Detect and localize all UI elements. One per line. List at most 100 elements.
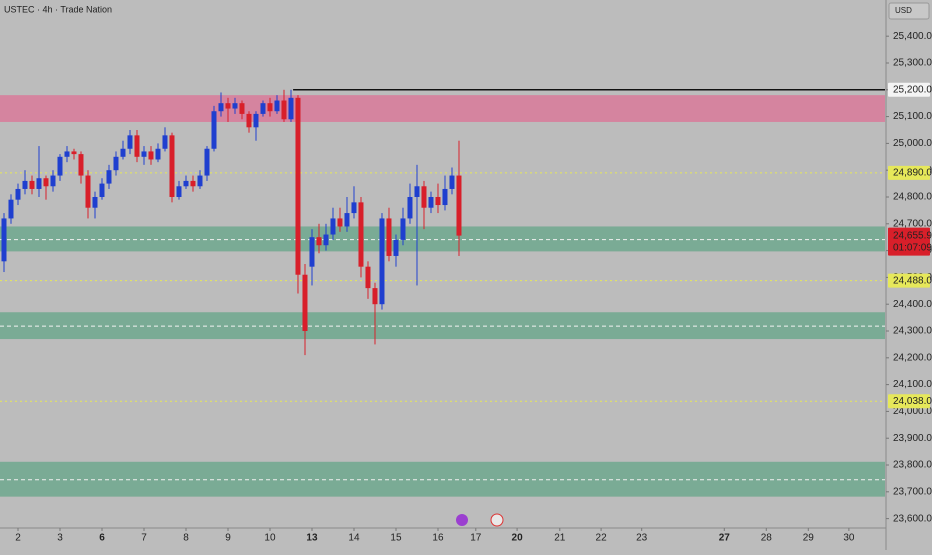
- event-icon[interactable]: [456, 514, 468, 526]
- candle-body: [71, 151, 77, 155]
- candle-body: [323, 234, 329, 246]
- candle-body: [85, 175, 91, 208]
- y-tick-label: 24,200.0: [893, 352, 932, 363]
- candle-body: [407, 196, 413, 219]
- candle-body: [183, 180, 189, 187]
- y-tick-label: 24,800.0: [893, 192, 932, 203]
- level-label-box: [888, 165, 930, 180]
- candle-body: [36, 178, 42, 189]
- candle-body: [393, 239, 399, 256]
- level-label-box: [888, 273, 930, 288]
- y-tick-label: 25,100.0: [893, 111, 932, 122]
- candle-body: [267, 103, 273, 112]
- candle-body: [155, 148, 161, 160]
- candle-body: [456, 175, 462, 236]
- candle-body: [358, 202, 364, 267]
- currency-box[interactable]: [888, 2, 930, 20]
- x-tick-label: 9: [225, 533, 231, 544]
- x-tick-label: 6: [99, 533, 105, 544]
- candle-body: [386, 218, 392, 256]
- candle-body: [113, 156, 119, 171]
- chart-title: USTEC · 4h · Trade Nation: [4, 4, 112, 14]
- level-label: 24,488.0: [893, 275, 932, 286]
- x-tick-label: 13: [306, 533, 318, 544]
- last-price-label: 24,655.9: [893, 230, 932, 241]
- y-tick-label: 23,900.0: [893, 433, 932, 444]
- candle-body: [449, 175, 455, 189]
- candle-body: [330, 218, 336, 235]
- y-tick-label: 24,100.0: [893, 379, 932, 390]
- x-tick-label: 16: [432, 533, 444, 544]
- candle-body: [288, 97, 294, 120]
- x-tick-label: 17: [470, 533, 482, 544]
- last-price-box: [888, 227, 930, 256]
- candle-body: [302, 274, 308, 332]
- candle-body: [232, 103, 238, 109]
- candle-body: [428, 196, 434, 208]
- candle-body: [169, 135, 175, 197]
- y-tick-label: 24,700.0: [893, 218, 932, 229]
- x-tick-label: 7: [141, 533, 147, 544]
- candle-body: [442, 188, 448, 206]
- candle-body: [309, 237, 315, 267]
- y-tick-label: 23,800.0: [893, 460, 932, 471]
- zone: [0, 226, 885, 252]
- candle-body: [78, 154, 84, 176]
- candle-body: [414, 186, 420, 197]
- candle-body: [365, 266, 371, 289]
- zone: [0, 95, 885, 122]
- candle-body: [43, 178, 49, 187]
- level-label-box: [888, 394, 930, 409]
- candle-body: [274, 100, 280, 112]
- x-tick-label: 27: [719, 533, 731, 544]
- candle-body: [211, 111, 217, 149]
- candle-body: [197, 175, 203, 187]
- candle-body: [148, 151, 154, 160]
- candle-body: [281, 100, 287, 120]
- level-label: 24,890.0: [893, 168, 932, 179]
- zone: [0, 312, 885, 340]
- zone: [0, 461, 885, 497]
- resistance-label-box: [888, 82, 930, 97]
- x-tick-label: 21: [554, 533, 566, 544]
- x-tick-label: 23: [636, 533, 648, 544]
- candle-body: [337, 218, 343, 227]
- candle-body: [162, 135, 168, 149]
- x-tick-label: 2: [15, 533, 21, 544]
- candle-body: [29, 180, 35, 189]
- candle-body: [134, 135, 140, 157]
- candle-body: [295, 97, 301, 275]
- y-tick-label: 25,300.0: [893, 58, 932, 69]
- x-tick-label: 10: [264, 533, 276, 544]
- candle-body: [435, 196, 441, 206]
- x-tick-label: 28: [761, 533, 773, 544]
- candle-body: [344, 213, 350, 227]
- plot-area: [0, 89, 885, 497]
- candle-body: [99, 183, 105, 197]
- countdown: 01:07:09: [893, 242, 932, 253]
- x-tick-label: 8: [183, 533, 189, 544]
- candle-body: [316, 237, 322, 246]
- flag-icon[interactable]: [490, 513, 504, 527]
- x-tick-label: 20: [512, 533, 524, 544]
- candle-body: [176, 186, 182, 197]
- y-tick-label: 25,400.0: [893, 31, 932, 42]
- candle-body: [218, 103, 224, 112]
- y-tick-label: 24,300.0: [893, 326, 932, 337]
- candle-body: [253, 113, 259, 128]
- candle-body: [1, 218, 7, 262]
- x-tick-label: 15: [390, 533, 402, 544]
- candle-body: [351, 202, 357, 214]
- candle-body: [22, 180, 28, 189]
- candle-body: [239, 103, 245, 114]
- candle-body: [8, 199, 14, 219]
- y-tick-label: 24,400.0: [893, 299, 932, 310]
- candle-body: [127, 135, 133, 149]
- x-tick-label: 29: [803, 533, 815, 544]
- candle-body: [225, 103, 231, 109]
- candle-body: [15, 188, 21, 200]
- candle-body: [64, 151, 70, 157]
- x-tick-label: 30: [843, 533, 855, 544]
